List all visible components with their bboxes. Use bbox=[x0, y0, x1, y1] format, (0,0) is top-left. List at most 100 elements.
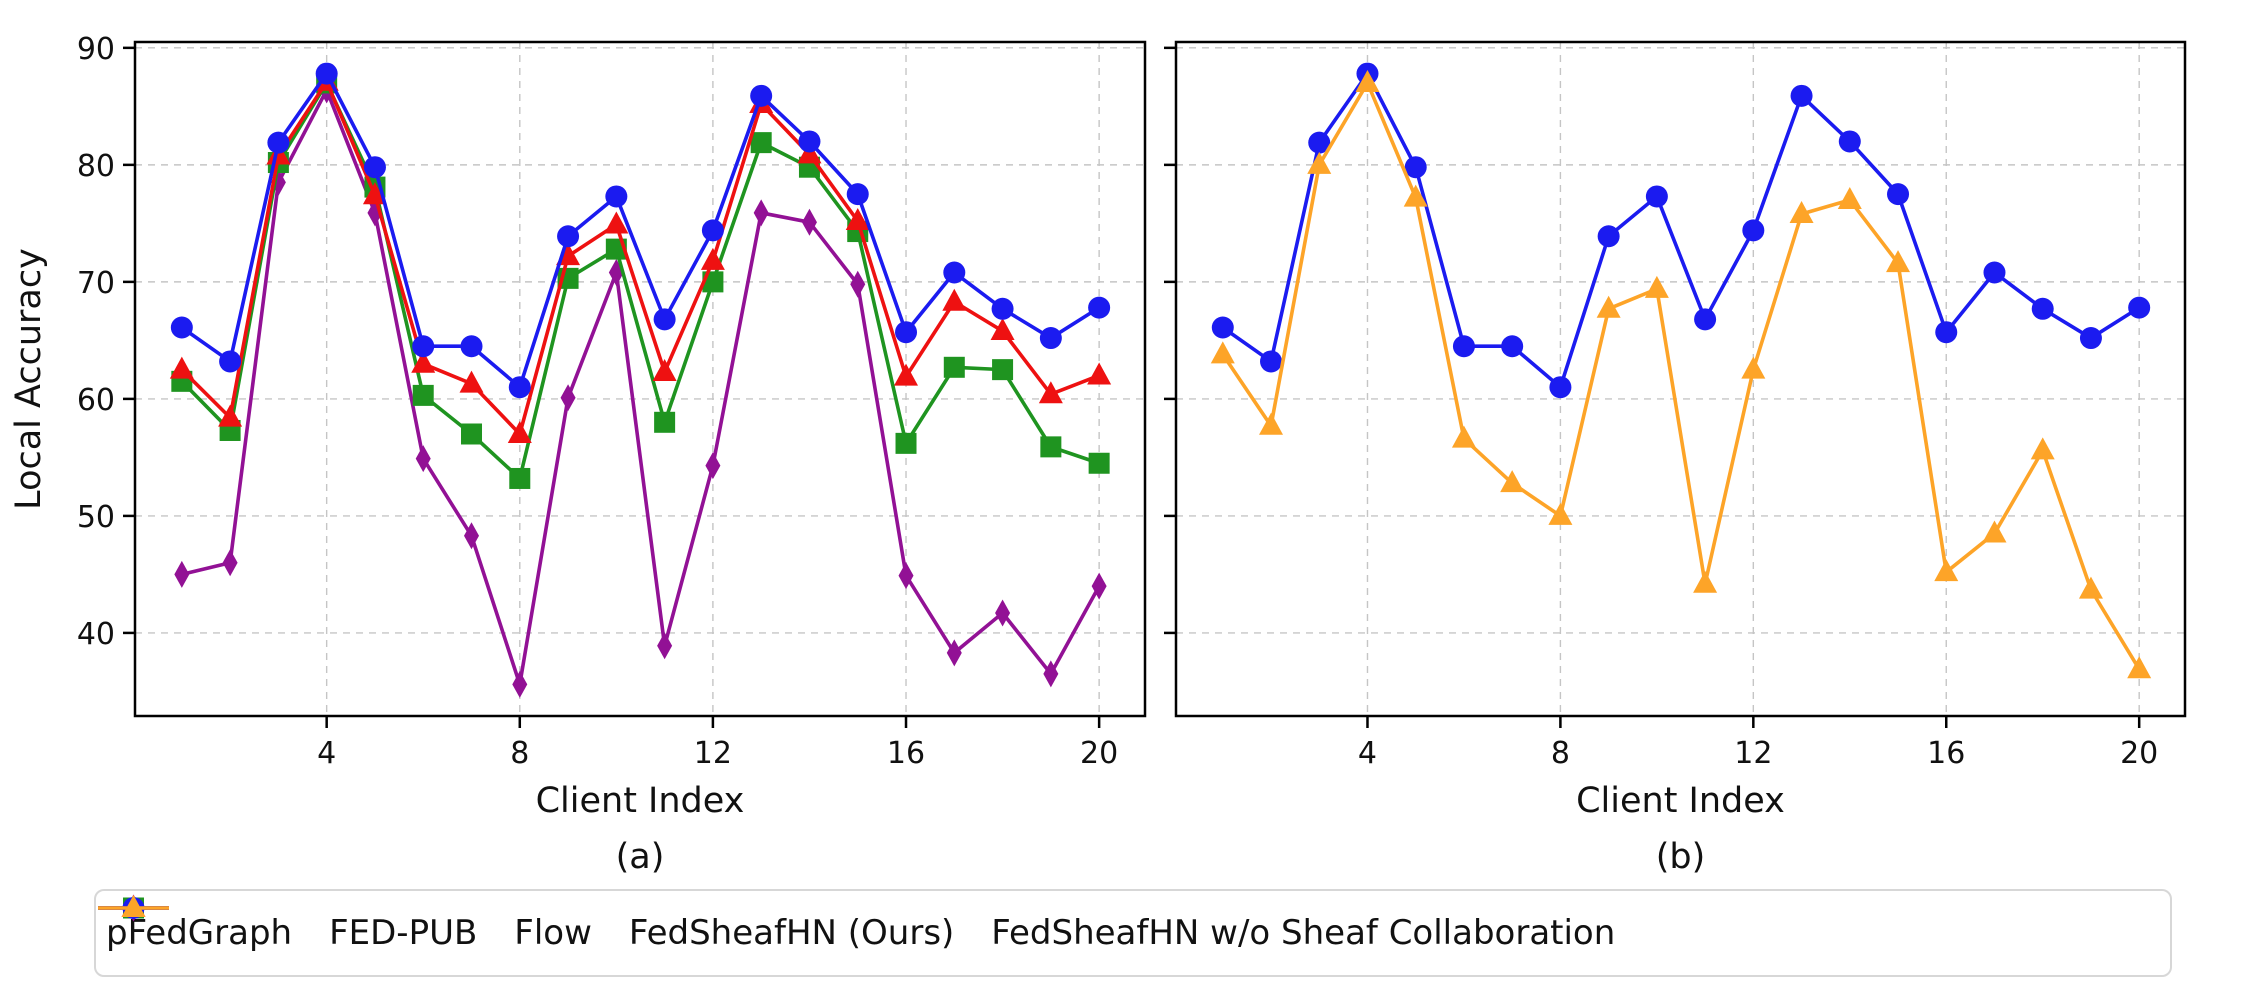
point-fed-pub-client-13 bbox=[750, 132, 772, 154]
point-fedsheafhn-ours-client-19 bbox=[2079, 327, 2102, 350]
point-fed-pub-client-7 bbox=[461, 423, 483, 445]
series-line-fedsheafhn-ours bbox=[180, 71, 1101, 389]
point-fed-pub-client-11 bbox=[654, 411, 676, 433]
point-fed-pub-client-19 bbox=[1040, 436, 1062, 458]
point-fedsheafhn-ours-client-18 bbox=[2031, 297, 2054, 320]
point-pfedgraph-client-19 bbox=[1043, 660, 1059, 688]
point-pfedgraph-client-6 bbox=[415, 445, 431, 473]
point-fedsheafhn-w-o-sheaf-collaboration-client-9 bbox=[1596, 295, 1621, 318]
point-fedsheafhn-ours-client-12 bbox=[701, 219, 724, 242]
point-pfedgraph-client-7 bbox=[464, 522, 480, 550]
point-fedsheafhn-w-o-sheaf-collaboration-client-20 bbox=[2127, 656, 2152, 679]
point-fedsheafhn-ours-client-1 bbox=[170, 316, 193, 339]
point-pfedgraph-client-20 bbox=[1091, 572, 1107, 600]
legend-label: FedSheafHN (Ours) bbox=[628, 913, 955, 953]
legend-marker-fedsheafhn-w-o-sheaf-collaboration bbox=[121, 895, 146, 917]
plot-border bbox=[133, 40, 1147, 718]
point-fedsheafhn-ours-client-5 bbox=[363, 156, 386, 179]
point-fedsheafhn-ours-client-7 bbox=[460, 335, 483, 358]
point-fedsheafhn-w-o-sheaf-collaboration-client-15 bbox=[1886, 250, 1911, 273]
point-fedsheafhn-ours-client-18 bbox=[991, 297, 1014, 320]
point-fedsheafhn-ours-client-9 bbox=[1597, 225, 1620, 248]
point-fedsheafhn-ours-client-8 bbox=[508, 376, 531, 399]
point-fed-pub-client-18 bbox=[992, 359, 1014, 381]
point-fedsheafhn-w-o-sheaf-collaboration-client-19 bbox=[2078, 576, 2103, 599]
point-fedsheafhn-ours-client-6 bbox=[1452, 335, 1475, 358]
point-fed-pub-client-8 bbox=[509, 467, 531, 489]
point-flow-client-10 bbox=[604, 211, 629, 234]
legend-triangle-icon bbox=[98, 895, 169, 917]
series-line-pfedgraph bbox=[181, 88, 1101, 687]
x-tick-label: 16 bbox=[887, 736, 925, 771]
point-fedsheafhn-ours-client-15 bbox=[1887, 183, 1910, 206]
x-tick-label: 16 bbox=[1927, 736, 1965, 771]
point-flow-client-11 bbox=[652, 358, 677, 381]
x-axis-label: Client Index bbox=[536, 781, 745, 821]
point-flow-client-2 bbox=[218, 404, 243, 427]
subplot-b: 4 8 12 16 20 Client Index (b) bbox=[1164, 40, 2187, 877]
point-fedsheafhn-ours-client-15 bbox=[846, 183, 869, 206]
point-fedsheafhn-ours-client-13 bbox=[1790, 84, 1813, 107]
point-pfedgraph-client-8 bbox=[512, 670, 528, 698]
point-fedsheafhn-w-o-sheaf-collaboration-client-1 bbox=[1210, 341, 1235, 364]
point-flow-client-8 bbox=[507, 420, 532, 443]
plot-border bbox=[1174, 40, 2187, 718]
point-fed-pub-client-20 bbox=[1088, 452, 1110, 474]
legend-item-fedsheafhn-ours: FedSheafHN (Ours) bbox=[98, 897, 955, 953]
point-fedsheafhn-ours-client-14 bbox=[798, 130, 821, 153]
y-tick-label: 40 bbox=[77, 617, 115, 652]
y-tick-label: 60 bbox=[77, 383, 115, 418]
point-fedsheafhn-ours-client-1 bbox=[1211, 316, 1234, 339]
point-flow-client-17 bbox=[942, 288, 967, 311]
point-fedsheafhn-ours-client-20 bbox=[2128, 296, 2151, 319]
point-fedsheafhn-ours-client-3 bbox=[1308, 131, 1331, 154]
x-tick-label: 8 bbox=[510, 736, 529, 771]
point-fedsheafhn-ours-client-12 bbox=[1742, 219, 1765, 242]
point-pfedgraph-client-1 bbox=[174, 560, 190, 588]
point-fedsheafhn-ours-client-20 bbox=[1088, 296, 1111, 319]
subplot-a: 4 8 12 16 20 40 50 60 70 80 90 Client Index (a) Local… bbox=[9, 32, 1147, 877]
series-line-fedsheafhn-w-o-sheaf-collaboration bbox=[1221, 81, 2141, 671]
point-fedsheafhn-ours-client-7 bbox=[1501, 335, 1524, 358]
point-fedsheafhn-w-o-sheaf-collaboration-client-12 bbox=[1741, 356, 1766, 379]
point-fedsheafhn-ours-client-8 bbox=[1549, 376, 1572, 399]
point-flow-client-12 bbox=[700, 247, 725, 270]
point-flow-client-15 bbox=[845, 208, 870, 231]
point-fed-pub-client-16 bbox=[895, 432, 917, 454]
subplot-caption: (a) bbox=[616, 837, 665, 877]
point-flow-client-5 bbox=[362, 182, 387, 205]
point-fedsheafhn-ours-client-6 bbox=[412, 335, 435, 358]
point-fedsheafhn-ours-client-16 bbox=[1935, 321, 1958, 344]
point-fedsheafhn-w-o-sheaf-collaboration-client-10 bbox=[1644, 275, 1669, 298]
point-pfedgraph-client-18 bbox=[995, 599, 1011, 627]
x-tick-label: 20 bbox=[2120, 736, 2158, 771]
point-flow-client-6 bbox=[411, 350, 436, 373]
legend-label: FED-PUB bbox=[329, 913, 478, 953]
point-pfedgraph-client-14 bbox=[801, 208, 817, 236]
point-fed-pub-client-17 bbox=[943, 356, 965, 378]
point-fedsheafhn-ours-client-2 bbox=[219, 350, 242, 373]
point-fedsheafhn-w-o-sheaf-collaboration-client-4 bbox=[1355, 69, 1380, 92]
x-tick-label: 4 bbox=[1358, 736, 1377, 771]
legend-label: pFedGraph bbox=[106, 913, 293, 953]
point-fedsheafhn-ours-client-11 bbox=[653, 308, 676, 331]
x-tick-label: 4 bbox=[317, 736, 336, 771]
point-pfedgraph-client-13 bbox=[753, 199, 769, 227]
point-fedsheafhn-ours-client-19 bbox=[1039, 327, 1062, 350]
y-tick-label: 90 bbox=[77, 32, 115, 67]
point-pfedgraph-client-15 bbox=[850, 270, 866, 298]
legend-label: Flow bbox=[514, 913, 592, 953]
point-fedsheafhn-w-o-sheaf-collaboration-client-13 bbox=[1789, 201, 1814, 224]
y-tick-label: 80 bbox=[77, 149, 115, 184]
point-fedsheafhn-ours-client-17 bbox=[943, 261, 966, 284]
point-fedsheafhn-w-o-sheaf-collaboration-client-17 bbox=[1982, 520, 2007, 543]
point-pfedgraph-client-11 bbox=[657, 632, 673, 660]
point-fedsheafhn-ours-client-10 bbox=[1645, 185, 1668, 208]
point-fedsheafhn-ours-client-5 bbox=[1404, 156, 1427, 179]
y-tick-label: 50 bbox=[77, 500, 115, 535]
point-fedsheafhn-ours-client-14 bbox=[1838, 130, 1861, 153]
series-line-flow bbox=[180, 79, 1100, 436]
series-line-fedsheafhn-ours bbox=[1221, 71, 2141, 389]
y-axis-label: Local Accuracy bbox=[9, 248, 49, 510]
